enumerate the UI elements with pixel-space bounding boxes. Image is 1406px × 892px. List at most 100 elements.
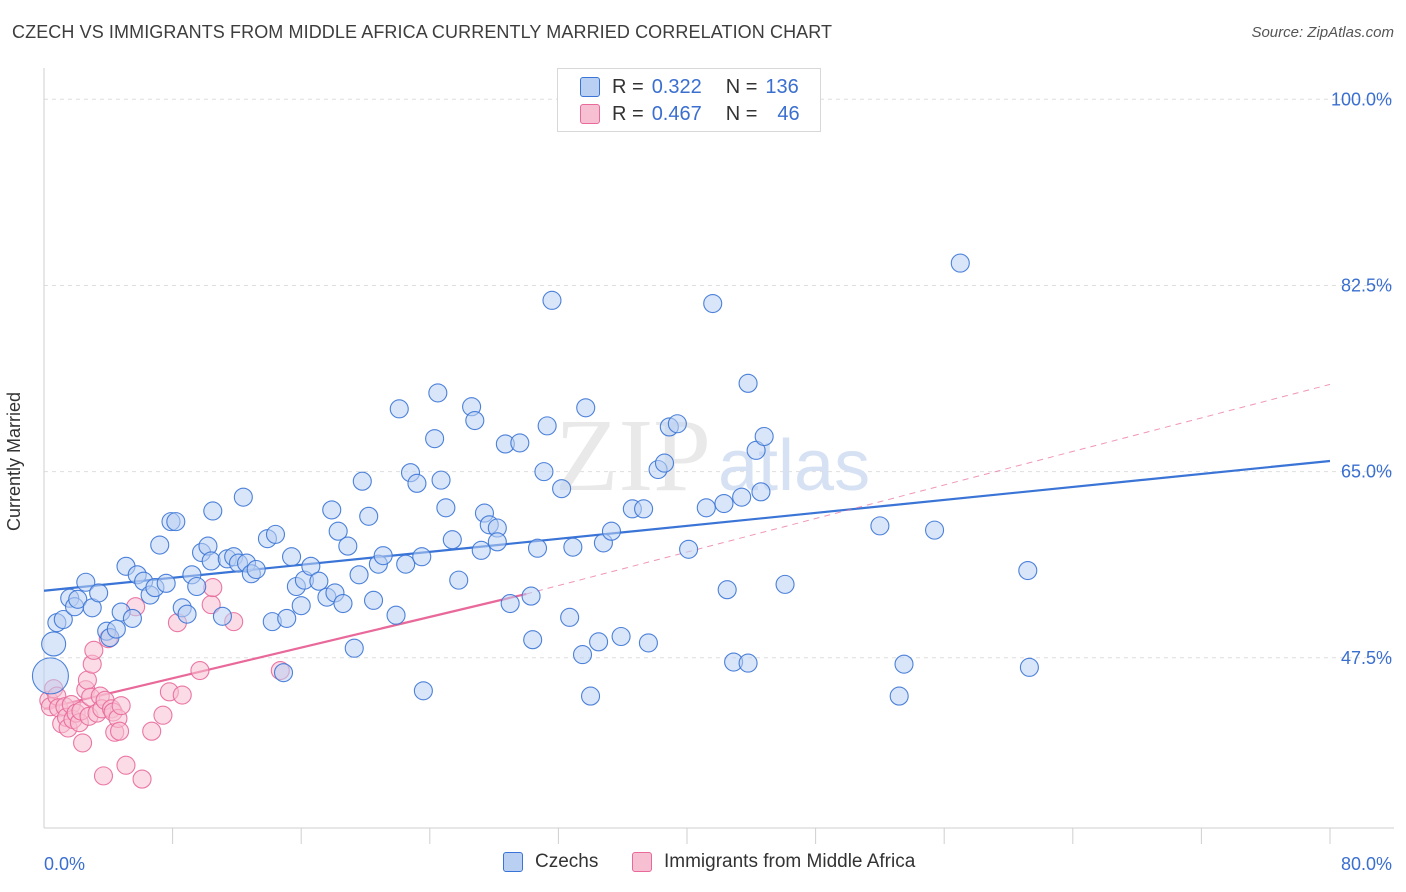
czech-point [407,473,427,493]
legend-item-africa[interactable]: Immigrants from Middle Africa [632,851,915,873]
czech-point [589,632,609,652]
y-tick-labels: 47.5% 65.0% 82.5% 100.0% [1331,89,1392,668]
czech-point [634,499,654,519]
czech-point [122,608,142,628]
africa-point [142,721,162,741]
czech-point [344,638,364,658]
legend-r-label: R = [612,75,644,98]
czech-point [322,500,342,520]
czech-point [373,546,393,566]
czech-point [696,498,716,518]
africa-point [132,769,152,789]
czech-point [754,426,774,447]
czech-point [654,453,675,473]
czech-point [775,574,795,594]
czech-point [106,619,126,639]
czech-point [751,482,771,502]
czech-point [510,433,530,453]
legend-row-czechs: R = 0.322 N = 136 [580,75,799,99]
africa-point [77,670,97,690]
czech-point [436,498,456,518]
legend-swatch-africa [580,104,600,124]
czech-point [338,536,358,556]
czech-point [1019,657,1039,677]
legend-r-value: 0.467 [651,102,702,125]
czech-point [611,626,631,647]
watermark-zip: ZIP [555,398,711,513]
czech-point [291,596,311,616]
africa-point [190,661,210,681]
chart-title: CZECH VS IMMIGRANTS FROM MIDDLE AFRICA C… [12,22,833,42]
czech-point [246,559,266,580]
czech-point [277,608,297,628]
czech-point [282,547,302,567]
africa-point [111,696,131,716]
y-tick-label: 65.0% [1341,462,1392,482]
czech-point [580,686,601,706]
czech-point [53,609,73,630]
czech-point [465,411,485,431]
czech-point [201,551,221,571]
czech-point [552,479,572,499]
legend-item-czechs[interactable]: Czechs [503,851,598,873]
africa-point [110,721,130,741]
czech-point [471,540,491,560]
czech-point [667,414,687,434]
czech-point [889,686,909,706]
czech-points [31,253,1039,706]
czech-point [534,462,554,482]
africa-trend-line [43,592,527,710]
czech-point [301,556,321,576]
czech-point [389,399,409,419]
czech-point [203,501,223,521]
czech-point [273,663,294,683]
x-tick-label-max: 80.0% [1341,854,1392,874]
y-axis-label: Currently Married [4,391,24,531]
czech-point [527,538,548,558]
africa-point [203,578,223,598]
czech-point [601,521,621,541]
legend-n-label: N = [725,75,758,98]
czech-point [212,606,232,626]
czech-point [333,593,353,614]
czech-point [359,506,379,526]
czech-point [187,576,207,597]
y-tick-label: 47.5% [1341,648,1392,668]
czech-point [150,535,170,555]
czech-point [412,547,432,567]
czech-point [738,653,758,673]
czech-point [894,654,914,674]
legend-label-africa: Immigrants from Middle Africa [664,851,916,872]
czech-point [714,493,734,514]
czech-point [396,554,416,574]
y-tick-label: 100.0% [1331,89,1392,109]
x-tick-label-min: 0.0% [44,854,85,874]
czech-point [413,681,433,701]
czech-point [950,253,970,273]
czech-point [352,471,372,491]
czech-point [679,539,699,559]
legend-r-value: 0.322 [651,75,702,98]
czech-point [425,429,445,449]
czech-point [177,604,197,624]
africa-point [172,685,192,705]
y-tick-label: 82.5% [1341,275,1392,295]
czech-point [265,524,286,544]
czech-point [442,530,462,550]
legend-swatch-czechs [503,852,523,872]
africa-point [153,705,173,725]
czech-point [523,630,543,650]
czech-point [717,580,737,600]
czech-point [233,487,253,507]
czech-point [521,586,541,606]
africa-point [73,733,93,753]
legend-row-africa: R = 0.467 N = 46 [580,102,800,126]
africa-point [84,640,104,660]
czech-point [925,520,945,540]
czech-point [563,537,583,557]
czech-point [738,373,758,393]
czech-point [870,516,890,536]
czech-point [309,571,329,591]
czech-point [732,487,752,507]
